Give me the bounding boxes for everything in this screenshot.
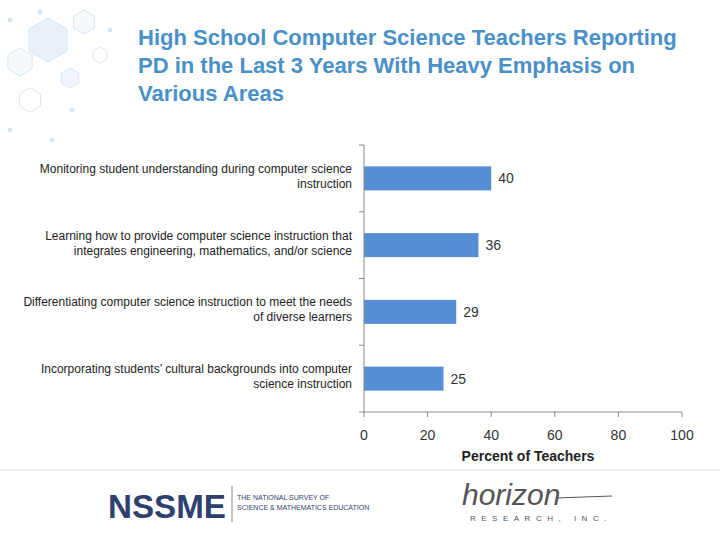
x-tick-label: 100	[670, 427, 694, 443]
text-line: PD in the Last 3 Years With Heavy Emphas…	[138, 53, 635, 78]
x-tick	[364, 412, 365, 417]
hexagon	[8, 48, 32, 76]
logo-subtitle: THE NATIONAL SURVEY OF	[237, 494, 329, 501]
x-tick-label: 0	[360, 427, 368, 443]
text-line: Monitoring student understanding during …	[40, 162, 353, 176]
dot	[70, 108, 75, 113]
category-tick	[359, 278, 364, 279]
category-label: Incorporating students’ cultural backgro…	[41, 362, 352, 391]
text-line: Various Areas	[138, 81, 284, 106]
logo-research: RESEARCH, INC.	[470, 514, 612, 523]
x-tick-label: 60	[547, 427, 563, 443]
x-tick	[491, 412, 492, 417]
data-label: 29	[463, 304, 479, 320]
category-tick	[359, 345, 364, 346]
category-label: Learning how to provide computer science…	[45, 229, 353, 258]
text-line: instruction	[297, 177, 352, 191]
hexagon	[93, 47, 107, 63]
text-line: integrates engineering, mathematics, and…	[74, 244, 352, 258]
hexagon	[20, 88, 41, 112]
text-line: Learning how to provide computer science…	[45, 229, 353, 243]
bar	[364, 166, 491, 190]
logo-divider	[232, 486, 233, 522]
decoration	[8, 10, 113, 143]
title: High School Computer Science Teachers Re…	[138, 25, 677, 106]
data-label: 36	[485, 237, 501, 253]
bars	[364, 166, 491, 390]
dot	[8, 128, 13, 133]
logo-horizon: horizon	[462, 478, 560, 511]
dot	[50, 138, 55, 143]
x-tick	[554, 412, 555, 417]
chart: High School Computer Science Teachers Re…	[0, 0, 720, 540]
bar	[364, 300, 456, 324]
hexagon	[61, 68, 78, 88]
x-tick	[618, 412, 619, 417]
x-tick-label: 80	[611, 427, 627, 443]
x-tick	[682, 412, 683, 417]
category-tick	[359, 211, 364, 212]
data-label: 25	[451, 371, 467, 387]
value-axis	[364, 412, 682, 413]
x-tick-label: 20	[420, 427, 436, 443]
hexagon	[29, 18, 67, 62]
footer-rule	[0, 470, 720, 471]
text-line: Incorporating students’ cultural backgro…	[41, 362, 352, 376]
hexagon	[74, 10, 95, 34]
category-label: Monitoring student understanding during …	[40, 162, 353, 191]
data-label: 40	[498, 170, 514, 186]
logo-subtitle: SCIENCE & MATHEMATICS EDUCATION	[237, 504, 369, 511]
text-line: High School Computer Science Teachers Re…	[138, 25, 677, 50]
text-line: of diverse learners	[253, 310, 352, 324]
bar	[364, 233, 478, 257]
category-tick	[359, 145, 364, 146]
x-tick	[427, 412, 428, 417]
logo-swash	[556, 496, 612, 498]
category-label: Differentiating computer science instruc…	[23, 295, 352, 324]
logo-nssme: NSSME	[108, 487, 226, 525]
dot	[108, 28, 113, 33]
text-line: science instruction	[253, 377, 352, 391]
category-tick	[359, 412, 364, 413]
dot	[8, 18, 13, 23]
text-line: Differentiating computer science instruc…	[23, 295, 352, 309]
x-axis-label: Percent of Teachers	[462, 448, 595, 464]
x-tick-label: 40	[483, 427, 499, 443]
dot	[38, 10, 43, 15]
bar	[364, 367, 444, 391]
